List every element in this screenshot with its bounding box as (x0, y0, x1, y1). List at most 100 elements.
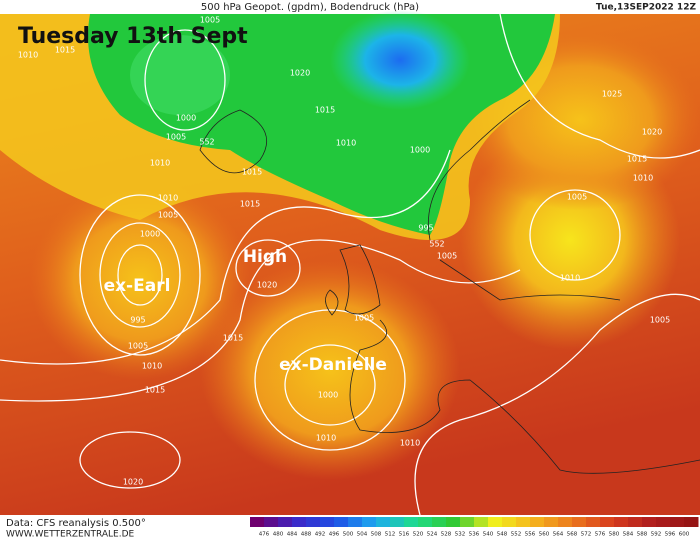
colorbar-swatch (362, 517, 377, 527)
colorbar-label: 596 (665, 532, 676, 538)
isobar-label: 1010 (316, 434, 336, 443)
isobar (79, 194, 201, 356)
isobar (0, 239, 521, 402)
colorbar-label: 548 (497, 532, 508, 538)
isobar-label: 1010 (150, 159, 170, 168)
isobar-label: 1010 (18, 51, 38, 60)
isobar (99, 222, 181, 328)
site-name: WWW.WETTERZENTRALE.DE (6, 530, 135, 540)
field-area (130, 35, 230, 115)
isobar-label: 995 (418, 224, 433, 233)
isobar-label: 1000 (318, 391, 338, 400)
colorbar-label: 592 (651, 532, 662, 538)
colorbar-swatch (418, 517, 433, 527)
isobar-label: 1010 (400, 439, 420, 448)
isobar-label: 1010 (633, 174, 653, 183)
colorbar-label: 584 (623, 532, 634, 538)
isobar-label: 1005 (437, 252, 457, 261)
isobar-label: 1005 (128, 342, 148, 351)
colorbar-label: 488 (301, 532, 312, 538)
colorbar-swatch (460, 517, 475, 527)
colorbar-swatch (334, 517, 349, 527)
colorbar-swatch (488, 517, 503, 527)
isobar-label: 1015 (55, 46, 75, 55)
colorbar-label: 580 (609, 532, 620, 538)
colorbar-swatch (474, 517, 489, 527)
colorbar-swatch (292, 517, 307, 527)
isobar-label: 1020 (257, 281, 277, 290)
colorbar-swatch (306, 517, 321, 527)
isobar (499, 13, 700, 159)
colorbar-swatch (586, 517, 601, 527)
colorbar-swatch (530, 517, 545, 527)
isobar-label: 1005 (567, 193, 587, 202)
colorbar-label: 552 (511, 532, 522, 538)
isobar (79, 431, 181, 489)
coastline (427, 99, 621, 301)
colorbar-swatch (404, 517, 419, 527)
overlay-title: Tuesday 13th Sept (18, 24, 248, 49)
colorbar-label: 560 (539, 532, 550, 538)
colorbar-label: 476 (259, 532, 270, 538)
isobar-label: 1015 (627, 155, 647, 164)
map-date: Tue,13SEP2022 12Z (596, 3, 697, 13)
colorbar-label: 480 (273, 532, 284, 538)
field-area (200, 260, 460, 480)
isobar-label: 1015 (240, 200, 260, 209)
colorbar-label: 600 (679, 532, 690, 538)
colorbar-swatch (600, 517, 615, 527)
colorbar-label: 556 (525, 532, 536, 538)
coastline (199, 109, 268, 174)
colorbar-swatch (516, 517, 531, 527)
isobar (235, 239, 301, 297)
colorbar-swatch (390, 517, 405, 527)
system-label: ex-Earl (104, 276, 171, 296)
isobar-label: 552 (199, 138, 214, 147)
isobar (529, 189, 621, 281)
coastlines (199, 99, 700, 474)
colorbar-swatch (572, 517, 587, 527)
colorbar-swatch (502, 517, 517, 527)
isobar-label: 1020 (290, 69, 310, 78)
colorbar-label: 508 (371, 532, 382, 538)
colorbar-swatch (544, 517, 559, 527)
isobar (0, 149, 451, 365)
coastline (349, 319, 700, 474)
isobar-label: 1005 (158, 211, 178, 220)
isobar-label: 1010 (158, 194, 178, 203)
colorbar-swatch (264, 517, 279, 527)
isobar-label: 1005 (200, 16, 220, 25)
colorbar-label: 500 (343, 532, 354, 538)
colorbar-swatch (446, 517, 461, 527)
colorbar-swatch (670, 517, 685, 527)
isobar-label: 1005 (354, 314, 374, 323)
colorbar-label: 520 (413, 532, 424, 538)
field-area (330, 10, 470, 110)
colorbar-label: 568 (567, 532, 578, 538)
coastline (325, 289, 339, 316)
colorbar-label: 564 (553, 532, 564, 538)
colorbar-label: 512 (385, 532, 396, 538)
colorbar-label: 516 (399, 532, 410, 538)
isobar (254, 309, 406, 451)
colorbar-swatch (348, 517, 363, 527)
system-label: ex-Danielle (279, 355, 387, 375)
colorbar-swatch (558, 517, 573, 527)
isobar-label: 1010 (336, 139, 356, 148)
map-title: 500 hPa Geopot. (gpdm), Bodendruck (hPa) (201, 2, 419, 13)
isobar-label: 1010 (142, 362, 162, 371)
colorbar-label: 588 (637, 532, 648, 538)
isobar-label: 1000 (176, 114, 196, 123)
isobar-label: 552 (429, 240, 444, 249)
colorbar-label: 492 (315, 532, 326, 538)
colorbar-swatch (642, 517, 657, 527)
isobar (414, 293, 700, 516)
isobar-label: 1015 (315, 106, 335, 115)
colorbar-swatch (628, 517, 643, 527)
isobar-label: 1005 (650, 316, 670, 325)
colorbar-swatch (614, 517, 629, 527)
isobar (144, 29, 226, 131)
isobar-label: 1005 (166, 133, 186, 142)
field-area (30, 180, 250, 380)
isobar-label: 995 (130, 316, 145, 325)
